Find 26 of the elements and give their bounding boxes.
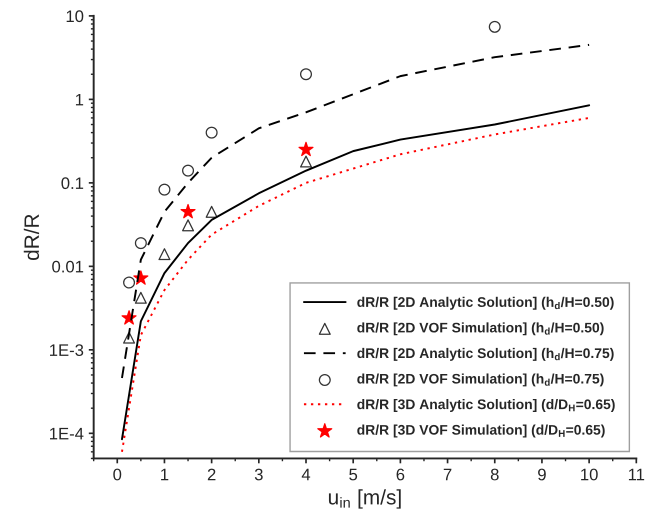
y-tick-label: 1E-3 bbox=[50, 344, 84, 356]
legend-label: dR/R [2D Analytic Solution] (h$_{d}$/H=0.50) bbox=[357, 296, 614, 310]
x-tick-label: 1 bbox=[161, 468, 168, 480]
x-tick-label: 3 bbox=[254, 468, 263, 480]
x-tick-label: 11 bbox=[628, 468, 644, 480]
legend-label: dR/R [2D Analytic Solution] (h$_{d}$/H=0.75) bbox=[357, 348, 614, 361]
x-tick-label: 10 bbox=[581, 468, 598, 480]
y-tick-label: 10 bbox=[66, 10, 84, 22]
x-tick-label: 2 bbox=[208, 468, 216, 480]
x-tick-label: 7 bbox=[444, 468, 452, 480]
legend-label: dR/R [2D VOF Simulation] (h$_{d}$/H=0.75) bbox=[357, 373, 604, 386]
y-tick-label: 1 bbox=[76, 94, 84, 106]
y-tick-label: 0.1 bbox=[61, 177, 84, 190]
x-tick-label: 6 bbox=[396, 468, 404, 480]
legend-label: dR/R [2D VOF Simulation] (h$_{d}$/H=0.50) bbox=[357, 322, 604, 336]
y-axis-title: dR/R bbox=[24, 214, 40, 260]
x-tick-label: 9 bbox=[538, 468, 546, 480]
legend-label: dR/R [3D Analytic Solution] (d/D$_{H}$=0.65) bbox=[357, 399, 615, 412]
legend-label: dR/R [3D VOF Simulation] (d/D$_{H}$=0.65) bbox=[357, 424, 605, 438]
x-tick-label: 4 bbox=[302, 468, 310, 480]
y-tick-label: 0.01 bbox=[52, 260, 84, 273]
x-tick-label: 8 bbox=[490, 468, 499, 480]
x-tick-label: 0 bbox=[113, 468, 122, 480]
x-tick-label: 5 bbox=[349, 468, 358, 480]
x-axis-title: u$_{in}$ [m/s] bbox=[328, 489, 401, 509]
y-tick-label: 1E-4 bbox=[50, 428, 84, 440]
